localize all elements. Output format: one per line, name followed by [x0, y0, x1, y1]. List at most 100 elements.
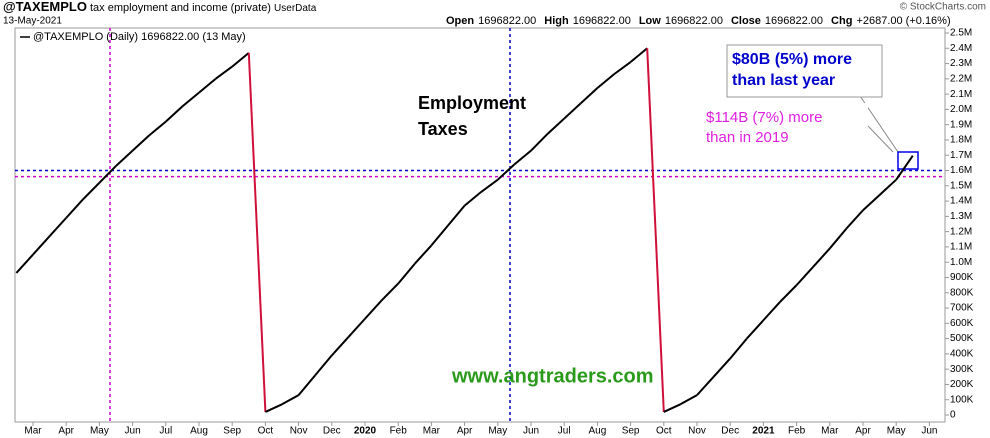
y-tick-label: 200K [950, 379, 974, 390]
line-segment [729, 337, 748, 360]
annotation: than in 2019 [706, 129, 789, 146]
x-tick-label: 2021 [752, 426, 775, 437]
x-tick-label: May [887, 426, 906, 437]
line-segment [364, 299, 383, 320]
y-tick-label: 1.0M [950, 257, 972, 268]
y-tick-label: 0 [950, 410, 956, 421]
annotation: $114B (7%) more [706, 109, 822, 126]
line-segment [613, 61, 632, 76]
y-tick-label: 1.1M [950, 242, 972, 253]
line-segment [198, 78, 217, 94]
line-segment [314, 354, 333, 376]
y-tick-label: 1.2M [950, 226, 972, 237]
annotation-title: Employment [418, 93, 526, 113]
line-segment [281, 394, 300, 406]
line-segment [48, 217, 67, 237]
line-segment [380, 282, 399, 302]
website: www.angtraders.com [451, 365, 654, 387]
y-tick-label: 500K [950, 333, 974, 344]
y-tick-label: 2.4M [950, 43, 972, 54]
y-tick-label: 800K [950, 287, 974, 298]
ohlc-label: Low [639, 15, 661, 27]
x-tick-label: Dec [323, 426, 341, 437]
x-tick-label: 2020 [354, 426, 377, 437]
line-segment [32, 235, 51, 256]
x-tick-label: Oct [258, 426, 274, 437]
y-tick-label: 1.8M [950, 135, 972, 146]
x-tick-label: May [488, 426, 507, 437]
x-tick-label: Feb [788, 426, 806, 437]
y-tick-label: 600K [950, 318, 974, 329]
ohlc-label: Close [731, 15, 761, 27]
ohlc-value: 1696822.00 [478, 15, 536, 27]
ohlc-value: 1696822.00 [573, 15, 631, 27]
description: tax employment and income (private) [90, 2, 271, 14]
line-segment [829, 227, 848, 250]
x-tick-label: Jun [125, 426, 141, 437]
x-tick-label: Apr [457, 426, 473, 437]
ohlc-value: +2687.00 (+0.16%) [856, 15, 950, 27]
line-segment [463, 191, 482, 207]
line-segment [779, 284, 798, 303]
line-segment [530, 133, 549, 152]
highlight-box [897, 151, 919, 170]
line-segment [845, 209, 864, 230]
y-tick-label: 2.2M [950, 73, 972, 84]
y-tick-label: 1.3M [950, 211, 972, 222]
line-segment [646, 48, 665, 412]
x-tick-label: Feb [390, 426, 408, 437]
x-tick-label: Nov [290, 426, 308, 437]
x-tick-label: Dec [721, 426, 739, 437]
header-line: @TAXEMPLO tax employment and income (pri… [3, 0, 317, 14]
ohlc-label: Chg [831, 15, 852, 27]
line-segment [82, 182, 101, 201]
y-tick-label: 100K [950, 394, 974, 405]
line-segment [663, 403, 681, 413]
callout-box [700, 103, 868, 150]
x-tick-label: Oct [656, 426, 672, 437]
line-segment [878, 178, 897, 196]
callout-box [726, 44, 883, 98]
annotation: than last year [732, 72, 835, 89]
plot-frame [14, 27, 946, 423]
x-tick-label: Aug [589, 426, 607, 437]
line-segment [563, 102, 582, 120]
legend-label: @TAXEMPLO (Daily) 1696822.00 (13 May) [33, 31, 246, 43]
x-tick-label: Apr [58, 426, 74, 437]
line-segment [215, 65, 233, 80]
y-tick-label: 1.9M [950, 119, 972, 130]
source: UserData [274, 3, 317, 14]
ohlc-value: 1696822.00 [665, 15, 723, 27]
line-segment [812, 247, 831, 268]
line-segment [264, 403, 283, 413]
line-segment [397, 263, 416, 285]
line-segment [181, 91, 200, 108]
y-tick-label: 700K [950, 303, 974, 314]
x-tick-label: Jul [558, 426, 571, 437]
x-tick-label: Apr [855, 426, 871, 437]
x-tick-label: Nov [688, 426, 706, 437]
line-segment [696, 376, 715, 396]
x-tick-label: Jun [523, 426, 539, 437]
annotation-title: Taxes [418, 119, 468, 139]
x-tick-label: Sep [223, 426, 241, 437]
line-segment [712, 357, 731, 378]
line-segment [746, 319, 765, 340]
y-tick-label: 300K [950, 364, 974, 375]
credit: © StockCharts.com [900, 2, 986, 13]
line-segment [231, 52, 250, 68]
line-segment [629, 47, 648, 63]
ohlc: Open 1696822.00 High 1696822.00 Low 1696822.0… [446, 15, 951, 27]
line-segment [297, 374, 316, 396]
y-tick-label: 1.6M [950, 165, 972, 176]
x-tick-label: Aug [190, 426, 208, 437]
line-segment [347, 318, 366, 338]
line-segment [513, 149, 532, 166]
x-tick-label: Mar [423, 426, 441, 437]
line-segment [247, 52, 267, 412]
line-segment [430, 224, 449, 247]
line-segment [795, 266, 814, 286]
y-tick-label: 2.3M [950, 58, 972, 69]
line-segment [414, 244, 433, 265]
